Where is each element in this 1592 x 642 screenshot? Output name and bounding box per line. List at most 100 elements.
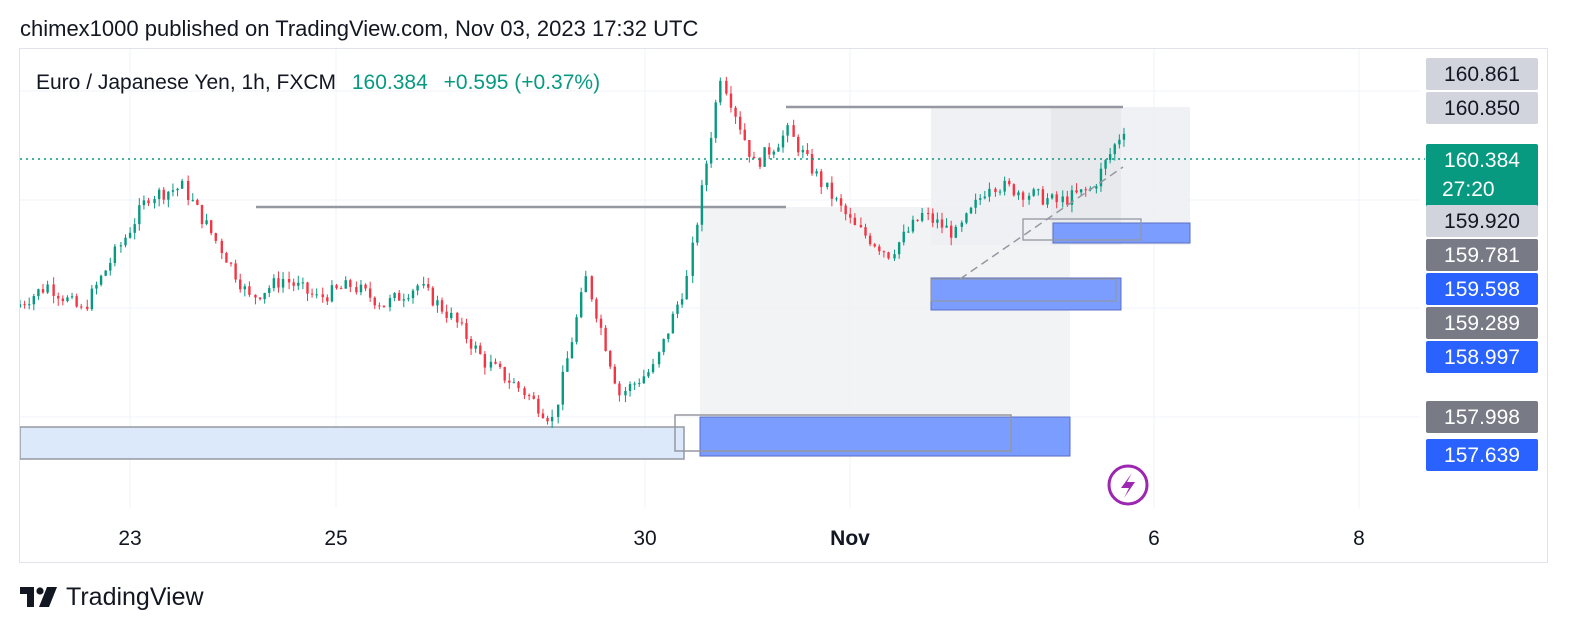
candle-body: [28, 304, 31, 306]
candle-body: [99, 275, 103, 285]
candle-body: [382, 305, 386, 308]
candle-body: [23, 304, 26, 306]
candle-body: [86, 306, 89, 310]
candle-body: [897, 242, 901, 255]
candle-body: [792, 125, 795, 137]
candle-body: [541, 413, 545, 419]
candle-body: [306, 282, 309, 294]
candle-body: [537, 398, 540, 414]
candle-body: [407, 298, 410, 300]
candle-body: [738, 116, 742, 130]
candle-body: [1008, 180, 1011, 185]
candle-body: [248, 286, 251, 295]
candle-body: [705, 163, 708, 186]
candle-body: [734, 107, 737, 117]
candle-body: [416, 285, 419, 291]
candle-body: [489, 361, 493, 368]
candle-body: [344, 280, 347, 289]
candle-body: [954, 226, 957, 238]
candle-body: [431, 287, 435, 306]
candle-body: [440, 300, 444, 312]
candle-body: [523, 388, 526, 396]
candle-body: [844, 205, 847, 215]
candle-body: [777, 147, 780, 152]
price-scale: 160.861 160.850 160.384 27:20 159.920 159.781…: [1426, 58, 1538, 471]
candle-body: [613, 366, 617, 384]
candle-body: [965, 213, 968, 223]
candle-body: [752, 156, 756, 159]
candle-body: [186, 180, 190, 200]
candle-body: [80, 306, 83, 308]
candle-body: [90, 288, 94, 310]
candle-body: [517, 382, 520, 389]
candle-body: [1122, 133, 1126, 140]
candles: [20, 76, 1126, 429]
candle-body: [503, 367, 506, 381]
candle-body: [714, 102, 717, 139]
candle-body: [1113, 144, 1116, 155]
candle-body: [272, 278, 276, 289]
candle-body: [1012, 184, 1016, 196]
candle-body: [1084, 189, 1087, 191]
candle-body: [772, 151, 775, 155]
candle-body: [864, 227, 867, 236]
candle-body: [508, 380, 511, 383]
candle-body: [402, 299, 405, 301]
candle-body: [546, 418, 549, 422]
candle-body: [806, 149, 809, 155]
candle-body: [1118, 139, 1121, 145]
candle-body: [763, 147, 766, 167]
candle-body: [301, 282, 305, 284]
candle-body: [671, 313, 675, 334]
brand-footer[interactable]: TradingView: [20, 583, 204, 612]
price-label: 160.861: [1444, 63, 1520, 86]
candle-body: [575, 317, 578, 343]
x-tick-label: Nov: [830, 527, 870, 550]
chart-svg[interactable]: 23 25 30 Nov 6 8 160.861 160.850 160.384 27…: [20, 49, 1547, 562]
candle-body: [465, 323, 468, 340]
candle-body: [633, 383, 636, 385]
candle-body: [685, 275, 688, 300]
lightning-icon[interactable]: [1107, 464, 1149, 506]
candle-body: [570, 342, 574, 359]
candle-body: [983, 196, 987, 199]
candle-body: [595, 299, 598, 319]
candle-body: [209, 220, 213, 234]
candle-body: [243, 286, 247, 290]
price-label-box: [1426, 401, 1538, 433]
candle-body: [393, 292, 396, 299]
candle-body: [512, 382, 516, 384]
candle-body: [826, 182, 829, 188]
candle-body: [566, 358, 569, 372]
candle-body: [355, 287, 358, 293]
candle-body: [1037, 189, 1040, 191]
candle-body: [873, 244, 876, 247]
x-tick-label: 6: [1148, 527, 1160, 550]
candle-body: [1099, 168, 1103, 187]
chart-pane[interactable]: 23 25 30 Nov 6 8 160.861 160.850 160.384 27…: [19, 48, 1548, 563]
candle-body: [61, 298, 65, 302]
candle-body: [979, 198, 982, 200]
candle-body: [109, 263, 112, 271]
candle-body: [527, 395, 531, 397]
candle-body: [1050, 194, 1054, 199]
symbol-legend[interactable]: Euro / Japanese Yen, 1h, FXCM 160.384 +0…: [36, 71, 600, 95]
price-label-box: [1426, 273, 1538, 305]
candle-body: [162, 189, 165, 200]
candle-body: [41, 289, 45, 293]
candle-body: [214, 233, 217, 241]
candle-body: [949, 225, 953, 238]
candle-body: [138, 205, 141, 225]
candle-body: [786, 125, 789, 136]
candle-body: [483, 353, 487, 368]
candle-body: [758, 158, 762, 167]
candle-body: [277, 278, 280, 288]
candle-body: [75, 296, 78, 307]
x-axis: 23 25 30 Nov 6 8: [118, 527, 1365, 550]
candle-body: [310, 293, 314, 295]
price-label: 159.289: [1444, 312, 1520, 335]
candle-body: [719, 80, 722, 103]
candle-body: [191, 199, 194, 201]
candle-body: [469, 339, 473, 349]
candle-body: [579, 292, 583, 318]
